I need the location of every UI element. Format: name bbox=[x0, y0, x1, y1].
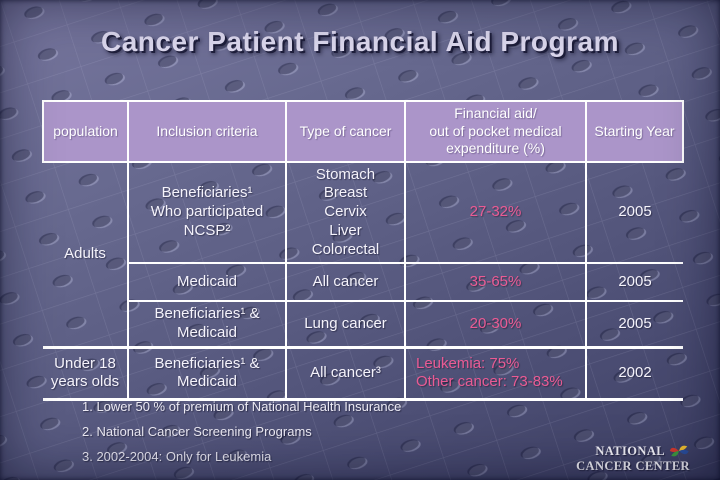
col-header-population: population bbox=[42, 100, 129, 163]
cell-financial-aid: 20-30% bbox=[404, 300, 587, 349]
cell-inclusion-criteria: Beneficiaries¹ & Medicaid bbox=[127, 300, 287, 349]
table-row: Adults Beneficiaries¹ Who participated N… bbox=[43, 160, 683, 349]
table-row: Beneficiaries¹ & Medicaid Lung cancer 20… bbox=[43, 300, 683, 349]
logo-line2: CANCER CENTER bbox=[576, 459, 690, 473]
footnote-2: 2. National Cancer Screening Programs bbox=[82, 424, 312, 439]
financial-aid-table: population Inclusion criteria Type of ca… bbox=[42, 100, 684, 401]
table-row: Under 18 years olds Beneficiaries¹ & Med… bbox=[43, 345, 683, 401]
cell-starting-year: 2005 bbox=[585, 300, 683, 349]
cell-population-under-18: Under 18 years olds bbox=[43, 345, 129, 401]
cell-inclusion-criteria: Beneficiaries¹ Who participated NCSP² bbox=[127, 160, 287, 265]
cell-inclusion-criteria: Beneficiaries¹ & Medicaid bbox=[127, 345, 287, 401]
slide-title: Cancer Patient Financial Aid Program bbox=[101, 26, 619, 57]
cell-inclusion-criteria: Medicaid bbox=[127, 262, 287, 303]
col-header-type-of-cancer: Type of cancer bbox=[285, 100, 406, 163]
cell-cancer-type: Lung cancer bbox=[285, 300, 406, 349]
cell-starting-year: 2005 bbox=[585, 160, 683, 265]
cell-cancer-type: All cancer bbox=[285, 262, 406, 303]
logo-line1: NATIONAL bbox=[595, 444, 665, 458]
cell-population-adults: Adults bbox=[43, 160, 129, 349]
cell-starting-year: 2005 bbox=[585, 262, 683, 303]
footnotes: 1. Lower 50 % of premium of National Hea… bbox=[82, 399, 401, 474]
col-header-financial-aid: Financial aid/ out of pocket medical exp… bbox=[404, 100, 587, 163]
cell-cancer-type: Stomach Breast Cervix Liver Colorectal bbox=[285, 160, 406, 265]
col-header-inclusion-criteria: Inclusion criteria bbox=[127, 100, 287, 163]
table-row: Medicaid All cancer 35-65% 2005 bbox=[43, 262, 683, 303]
cancer-center-flag-icon bbox=[669, 445, 689, 457]
footnote-1: 1. Lower 50 % of premium of National Hea… bbox=[82, 399, 402, 414]
cell-financial-aid: Leukemia: 75% Other cancer: 73-83% bbox=[404, 345, 587, 401]
header-row: population Inclusion criteria Type of ca… bbox=[42, 100, 684, 163]
cell-starting-year: 2002 bbox=[585, 345, 683, 401]
footnote-3: 3. 2002-2004: Only for Leukemia bbox=[82, 449, 272, 464]
cell-financial-aid: 35-65% bbox=[404, 262, 587, 303]
col-header-starting-year: Starting Year bbox=[585, 100, 684, 163]
cell-financial-aid: 27-32% bbox=[404, 160, 587, 265]
national-cancer-center-logo: NATIONAL CANCER CENTER bbox=[576, 443, 690, 473]
cell-cancer-type: All cancer³ bbox=[285, 345, 406, 401]
